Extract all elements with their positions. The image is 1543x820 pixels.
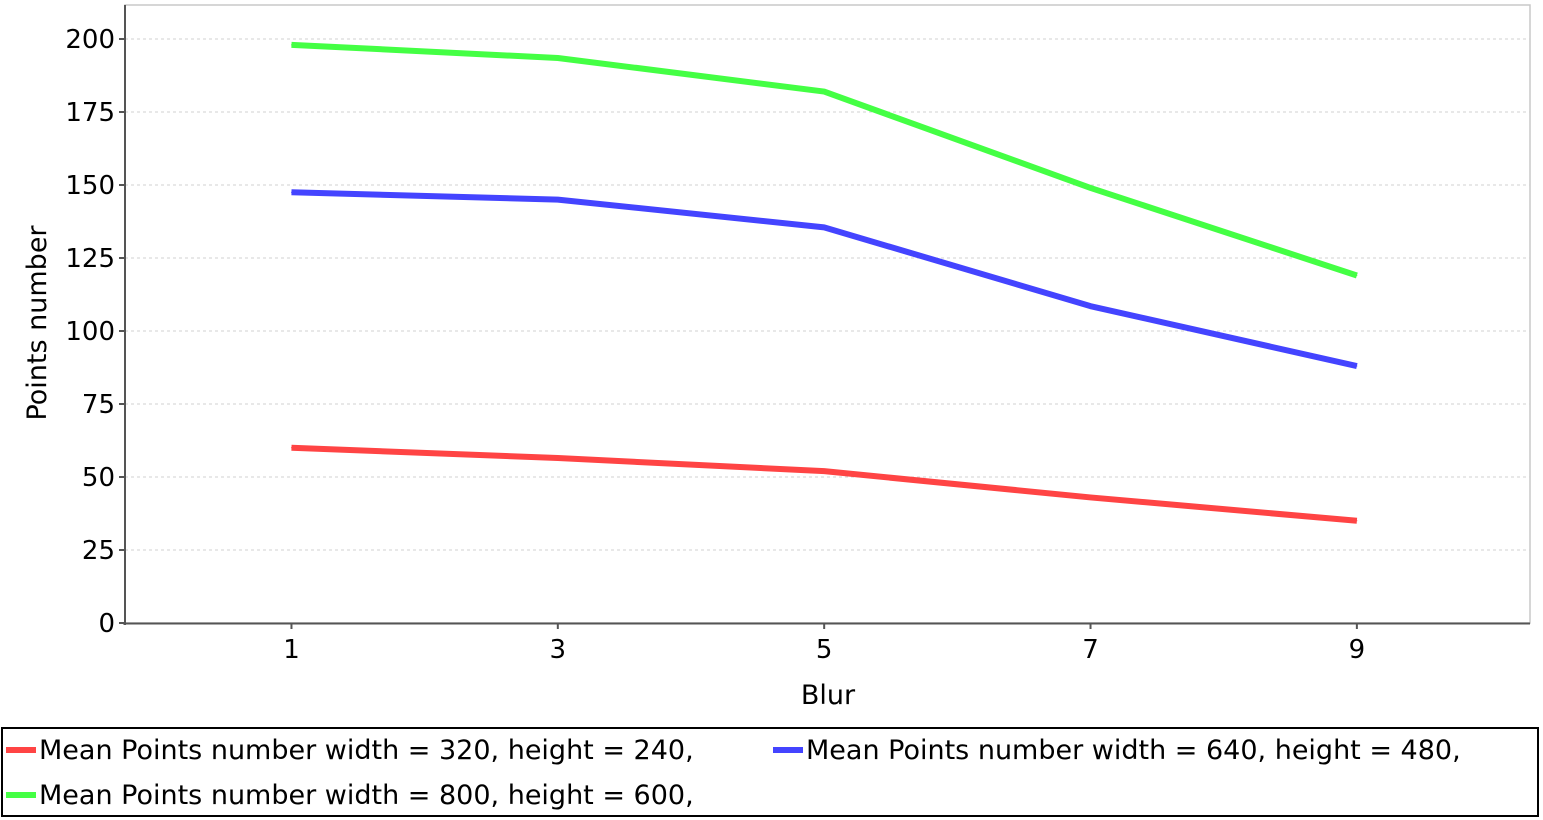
data-point — [1090, 305, 1092, 307]
y-tick-label: 75 — [82, 390, 115, 420]
data-point — [823, 470, 825, 472]
series-lines — [290, 41, 1358, 524]
data-point — [290, 44, 292, 46]
legend-item-320x240: Mean Points number width = 320, height =… — [6, 736, 694, 766]
legend-label: Mean Points number width = 320, height =… — [39, 735, 694, 766]
legend-swatch-red — [6, 746, 36, 753]
x-tick-label: 9 — [1349, 635, 1366, 665]
data-point — [557, 457, 559, 459]
y-axis-ticks: 0 25 50 75 100 125 150 175 200 — [65, 25, 125, 639]
data-point — [557, 199, 559, 201]
y-tick-label: 25 — [82, 536, 115, 566]
y-tick-label: 125 — [65, 244, 115, 274]
y-tick-label: 150 — [65, 171, 115, 201]
data-point — [1090, 187, 1092, 189]
y-axis-label: Points number — [22, 225, 53, 421]
y-tick-label: 200 — [65, 25, 115, 55]
legend: Mean Points number width = 320, height =… — [1, 727, 1539, 817]
x-axis-label: Blur — [801, 680, 856, 711]
data-point — [1356, 275, 1358, 277]
x-tick-label: 3 — [550, 635, 567, 665]
x-tick-label: 7 — [1082, 635, 1099, 665]
grid-lines — [125, 38, 1530, 551]
data-point — [290, 191, 292, 193]
legend-swatch-blue — [773, 746, 803, 753]
legend-item-800x600: Mean Points number width = 800, height =… — [6, 781, 694, 811]
x-axis-ticks: 1 3 5 7 9 — [283, 623, 1365, 665]
data-point — [823, 226, 825, 228]
plot-area — [124, 4, 1531, 624]
data-point — [290, 447, 292, 449]
legend-label: Mean Points number width = 800, height =… — [39, 780, 694, 811]
data-point — [557, 57, 559, 59]
data-point — [1356, 365, 1358, 367]
legend-item-640x480: Mean Points number width = 640, height =… — [773, 736, 1461, 766]
x-tick-label: 1 — [283, 635, 300, 665]
data-point — [1356, 520, 1358, 522]
y-tick-label: 0 — [98, 609, 115, 639]
data-point — [823, 91, 825, 93]
x-tick-label: 5 — [816, 635, 833, 665]
data-point — [1090, 496, 1092, 498]
line-chart: 0 25 50 75 100 125 150 175 200 1 3 5 7 9 Blur Points… — [22, 4, 1531, 711]
legend-swatch-green — [6, 791, 36, 798]
legend-label: Mean Points number width = 640, height =… — [806, 735, 1461, 766]
y-tick-label: 175 — [65, 98, 115, 128]
y-tick-label: 100 — [65, 317, 115, 347]
y-tick-label: 50 — [82, 463, 115, 493]
